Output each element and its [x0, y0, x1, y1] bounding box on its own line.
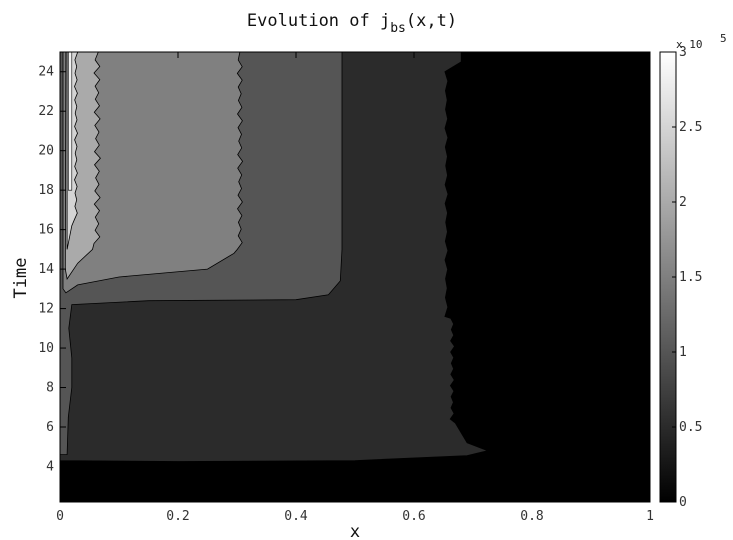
- colorbar-tick-label: 0: [679, 495, 687, 510]
- x-tick-label: 0.2: [166, 509, 189, 524]
- colorbar: 0 0.5 1 1.5 2 2.5 3: [659, 45, 702, 510]
- colorbar-tick-label: 2.5: [679, 120, 702, 135]
- colorbar-tick-label: 2: [679, 195, 687, 210]
- y-tick-label: 20: [38, 144, 54, 159]
- colorbar-tick-label: 1: [679, 345, 687, 360]
- y-axis-label: Time: [11, 258, 31, 299]
- plot-area: [59, 51, 651, 503]
- y-tick-label: 14: [38, 262, 54, 277]
- x-axis-label: x: [350, 522, 360, 540]
- y-tick-label: 18: [38, 183, 54, 198]
- y-tick-label: 8: [46, 381, 54, 396]
- colorbar-tick-label: 1.5: [679, 270, 702, 285]
- colorbar-exponent-base: x 10: [676, 38, 703, 51]
- y-tick-label: 24: [38, 65, 54, 80]
- x-axis-ticks: 0 0.2 0.4 0.6 0.8 1: [56, 52, 654, 524]
- colorbar-tick-label: 0.5: [679, 420, 702, 435]
- colorbar-exponent: 5: [720, 32, 727, 45]
- x-tick-label: 0.6: [402, 509, 425, 524]
- region-level-3: [68, 51, 73, 191]
- region-level-1.5: [62, 51, 244, 294]
- x-tick-label: 0.8: [520, 509, 543, 524]
- x-tick-label: 1: [646, 509, 654, 524]
- plot-frame: [59, 51, 651, 503]
- y-tick-label: 6: [46, 420, 54, 435]
- chart-title: Evolution of jbs(x,t): [247, 11, 457, 36]
- y-tick-label: 12: [38, 302, 54, 317]
- x-tick-label: 0.4: [284, 509, 308, 524]
- y-axis-ticks: 4 6 8 10 12 14 16 18 20 22 24: [38, 65, 650, 474]
- y-tick-label: 10: [38, 341, 54, 356]
- colorbar-tick-label: 3: [679, 45, 687, 60]
- x-tick-label: 0: [56, 509, 64, 524]
- y-tick-label: 16: [38, 223, 54, 238]
- y-tick-label: 4: [46, 459, 54, 474]
- y-tick-label: 22: [38, 104, 54, 119]
